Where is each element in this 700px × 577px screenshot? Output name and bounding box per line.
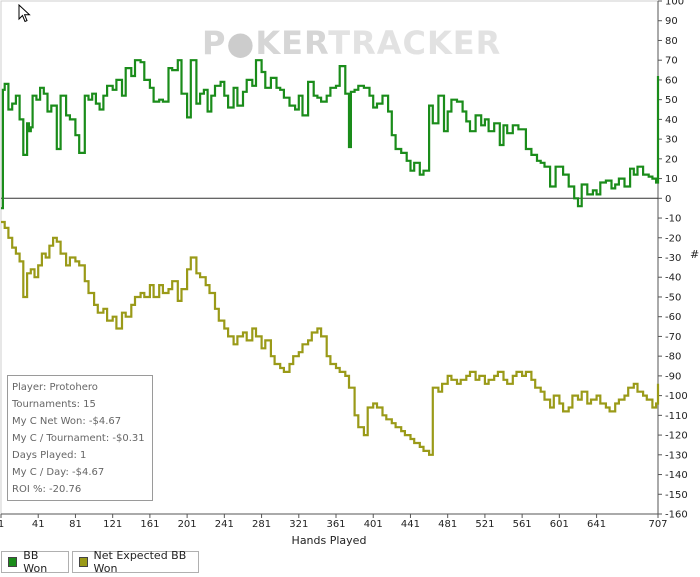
x-tick-label: 161 bbox=[140, 519, 159, 530]
y-tick-label: 20 bbox=[665, 154, 678, 165]
x-tick-label: 121 bbox=[103, 519, 122, 530]
y-tick-label: -160 bbox=[665, 510, 688, 521]
x-axis: 1 41 81 121 161 201 241 281 321 361 401 441 481 521 56… bbox=[0, 513, 668, 530]
x-tick-label: 401 bbox=[364, 519, 383, 530]
y-tick-label: -60 bbox=[665, 312, 681, 323]
legend-item-net-expected[interactable]: Net Expected BB Won bbox=[72, 549, 199, 575]
stats-per-tournament: My C / Tournament: -$0.31 bbox=[12, 433, 145, 444]
y-tick-label: 10 bbox=[665, 174, 678, 185]
x-tick-label: 441 bbox=[401, 519, 420, 530]
y-tick-label: 70 bbox=[665, 56, 678, 67]
x-tick-label: 707 bbox=[648, 519, 667, 530]
y-tick-label: -120 bbox=[665, 431, 688, 442]
y-tick-label: -70 bbox=[665, 332, 681, 343]
stats-roi: ROI %: -20.76 bbox=[12, 484, 82, 495]
x-tick-label: 281 bbox=[252, 519, 271, 530]
y-tick-label: 0 bbox=[665, 194, 671, 205]
stats-days-played: Days Played: 1 bbox=[12, 450, 87, 461]
y-axis-title: # bbox=[690, 248, 699, 261]
legend: BB Won Net Expected BB Won bbox=[0, 549, 700, 577]
x-axis-title: Hands Played bbox=[292, 534, 367, 547]
y-tick-label: -110 bbox=[665, 411, 688, 422]
stats-player: Player: Protohero bbox=[12, 382, 98, 393]
x-tick-label: 521 bbox=[475, 519, 494, 530]
legend-item-bb-won[interactable]: BB Won bbox=[1, 549, 69, 575]
mouse-pointer-icon bbox=[18, 4, 31, 23]
legend-label-net-expected: Net Expected BB Won bbox=[93, 549, 187, 575]
x-tick-label: 481 bbox=[438, 519, 457, 530]
y-tick-label: 50 bbox=[665, 95, 678, 106]
y-tick-label: 90 bbox=[665, 16, 678, 27]
stats-tournaments: Tournaments: 15 bbox=[12, 399, 96, 410]
x-tick-label: 81 bbox=[69, 519, 82, 530]
y-tick-label: 60 bbox=[665, 75, 678, 86]
x-tick-label: 561 bbox=[513, 519, 532, 530]
y-tick-label: -30 bbox=[665, 253, 681, 264]
series-line-bb-won bbox=[1, 59, 660, 210]
y-tick-label: -50 bbox=[665, 292, 681, 303]
stats-net-won: My C Net Won: -$4.67 bbox=[12, 416, 122, 427]
x-tick-label: 41 bbox=[32, 519, 45, 530]
y-tick-label: -90 bbox=[665, 371, 681, 382]
legend-label-bb-won: BB Won bbox=[23, 549, 48, 575]
y-tick-label: 80 bbox=[665, 36, 678, 47]
y-tick-label: -20 bbox=[665, 233, 681, 244]
series-line-net-expected-bb-won bbox=[1, 220, 660, 456]
y-tick-label: 100 bbox=[665, 0, 684, 8]
y-tick-label: -100 bbox=[665, 391, 688, 402]
stats-per-day: My C / Day: -$4.67 bbox=[12, 467, 105, 478]
stats-panel: Player: Protohero Tournaments: 15 My C N… bbox=[7, 375, 153, 501]
series-layer bbox=[1, 59, 660, 456]
x-tick-label: 641 bbox=[587, 519, 606, 530]
y-tick-label: -10 bbox=[665, 214, 681, 225]
poker-chip-icon: ● bbox=[226, 24, 255, 62]
x-tick-label: 241 bbox=[215, 519, 234, 530]
y-tick-label: 40 bbox=[665, 115, 678, 126]
x-tick-label: 201 bbox=[178, 519, 197, 530]
watermark: P●KERTRACKER bbox=[202, 24, 501, 62]
x-tick-label: 321 bbox=[289, 519, 308, 530]
y-tick-label: -40 bbox=[665, 273, 681, 284]
x-tick-label: 1 bbox=[0, 519, 4, 530]
y-tick-label: -150 bbox=[665, 490, 688, 501]
y-tick-label: -130 bbox=[665, 450, 688, 461]
x-tick-label: 601 bbox=[550, 519, 569, 530]
y-axis: 1009080706050403020100-10-20-30-40-50-60… bbox=[657, 0, 688, 521]
legend-swatch-net-expected bbox=[79, 557, 88, 567]
legend-swatch-bb-won bbox=[8, 557, 18, 567]
x-tick-label: 361 bbox=[326, 519, 345, 530]
y-tick-label: -140 bbox=[665, 470, 688, 481]
y-tick-label: 30 bbox=[665, 135, 678, 146]
y-tick-label: -80 bbox=[665, 352, 681, 363]
